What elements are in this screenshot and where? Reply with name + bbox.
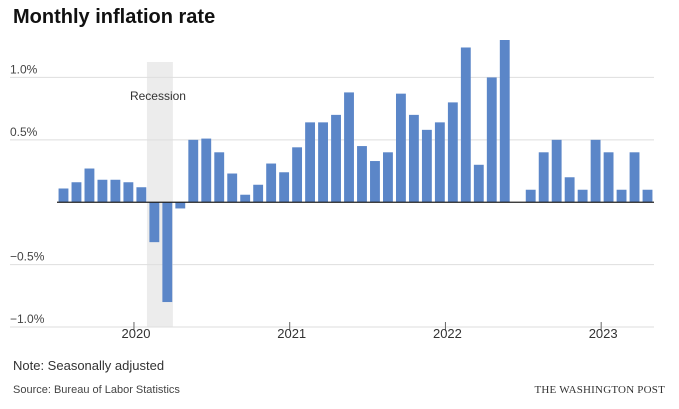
bar: Jun 2020: 0.51%	[201, 138, 212, 203]
y-tick-label: −0.5%	[10, 250, 45, 264]
bar: Feb 2022: 1.24%	[460, 47, 471, 203]
bar: Jul 2019: 0.11%	[58, 188, 69, 203]
bar: Feb 2021: 0.64%	[305, 122, 316, 203]
axis-labels: 1.0% 0.5% −0.5% −1.0% 2020 2021 2022 2023	[10, 62, 654, 341]
chart-title: Monthly inflation rate	[13, 6, 216, 28]
bar: May 2022: 1.3%	[499, 40, 510, 203]
x-tick-label: 2021	[277, 326, 306, 341]
bar: Dec 2020: 0.24%	[279, 172, 290, 203]
bar: Mar 2020: -0.8%	[162, 202, 173, 303]
bar: Dec 2019: 0.16%	[123, 182, 134, 203]
bar: May 2021: 0.88%	[344, 92, 354, 203]
x-tick-label: 2022	[433, 326, 462, 341]
bar: Apr 2023: 0.1%	[642, 189, 653, 203]
bar: Mar 2022: 0.3%	[473, 164, 484, 203]
bar: Nov 2020: 0.31%	[266, 163, 277, 203]
bar: May 2020: 0.5%	[188, 139, 199, 203]
y-tick-label: 0.5%	[10, 125, 38, 139]
bar: Apr 2022: 1%	[486, 77, 497, 203]
x-tick-label: 2020	[122, 326, 151, 341]
bar: Dec 2021: 0.64%	[434, 122, 445, 203]
bar: Jul 2021: 0.33%	[370, 161, 380, 203]
bar: Jul 2022: 0.1%	[525, 189, 536, 203]
bar: Jan 2023: 0.4%	[603, 152, 614, 203]
chart-source: Source: Bureau of Labor Statistics	[13, 384, 180, 396]
bars: Jul 2019: 0.11%Aug 2019: 0.16%Sep 2019: …	[58, 40, 653, 303]
bar: Sep 2020: 0.06%	[240, 194, 251, 203]
bar: Nov 2019: 0.18%	[110, 179, 121, 203]
bar: Jun 2021: 0.45%	[357, 146, 367, 203]
y-tick-label: 1.0%	[10, 62, 38, 76]
bar: Apr 2020: -0.05%	[175, 202, 186, 209]
bar: Apr 2021: 0.7%	[331, 114, 341, 203]
bar: Aug 2021: 0.4%	[383, 152, 393, 203]
y-tick-label: −1.0%	[10, 312, 45, 326]
bar: Oct 2020: 0.14%	[253, 184, 264, 203]
bar: Jan 2021: 0.44%	[292, 147, 303, 203]
bar: Dec 2022: 0.5%	[590, 139, 601, 203]
chart-note: Note: Seasonally adjusted	[13, 358, 165, 373]
bar: Aug 2022: 0.4%	[538, 152, 549, 203]
x-tick-label: 2023	[589, 326, 618, 341]
bar: Feb 2020: -0.32%	[149, 202, 160, 243]
bar: Oct 2019: 0.18%	[97, 179, 108, 203]
bar: Sep 2019: 0.27%	[84, 168, 95, 203]
bar: Mar 2023: 0.4%	[629, 152, 640, 203]
recession-label: Recession	[130, 89, 186, 103]
bar: Aug 2020: 0.23%	[227, 173, 238, 203]
bar: Oct 2021: 0.7%	[408, 114, 419, 203]
bar: Feb 2023: 0.1%	[616, 189, 627, 203]
bar: Nov 2021: 0.58%	[421, 129, 432, 203]
bar: Nov 2022: 0.1%	[577, 189, 588, 203]
bar: Sep 2021: 0.87%	[395, 93, 406, 203]
bar: Oct 2022: 0.2%	[564, 177, 575, 203]
bar: Mar 2021: 0.64%	[318, 122, 328, 203]
publisher-logo: THE WASHINGTON POST	[534, 384, 665, 396]
bar: Jul 2020: 0.4%	[214, 152, 225, 203]
bar: Jan 2022: 0.8%	[447, 102, 458, 203]
bar: Jan 2020: 0.12%	[136, 187, 147, 203]
bar: Aug 2019: 0.16%	[71, 182, 82, 203]
bar: Sep 2022: 0.5%	[551, 139, 562, 203]
